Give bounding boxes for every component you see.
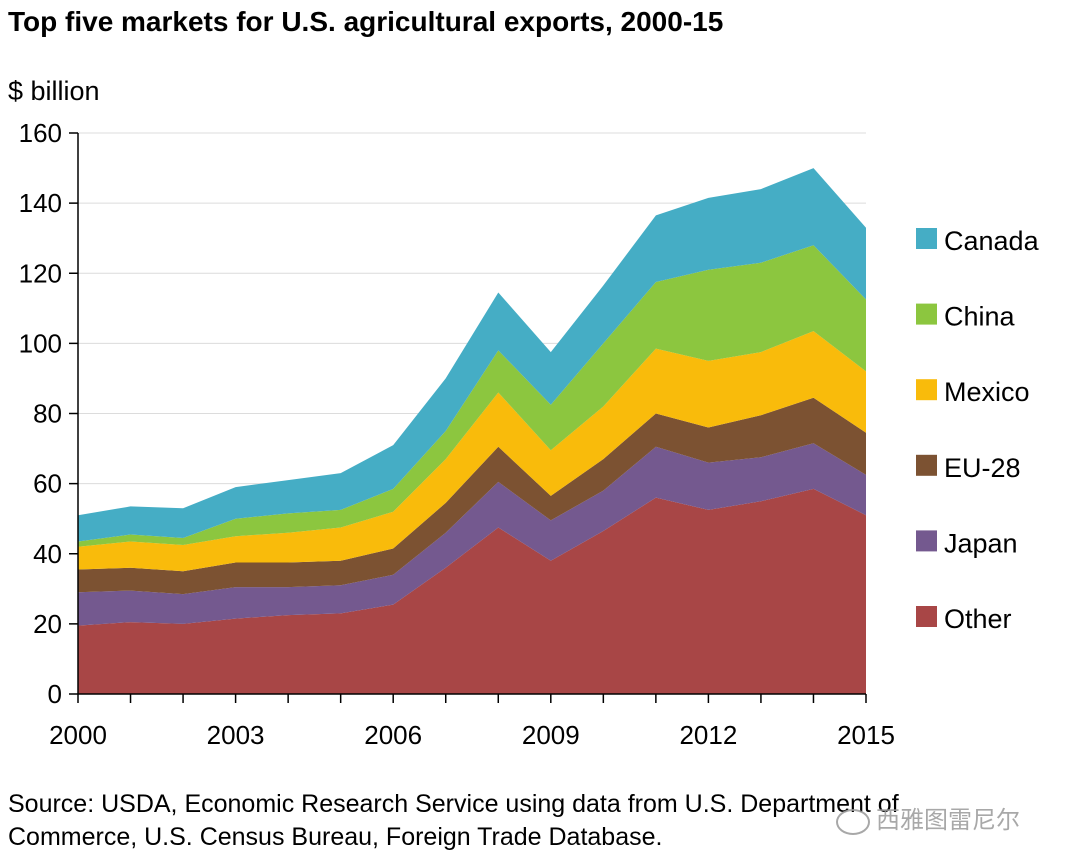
x-tick-label-2006: 2006	[364, 720, 422, 750]
legend-swatch-eu-28	[916, 454, 937, 476]
area-other	[78, 488, 866, 694]
legend-label-mexico: Mexico	[944, 377, 1030, 407]
legend-label-japan: Japan	[944, 528, 1018, 558]
x-tick-label-2003: 2003	[207, 720, 265, 750]
area-china	[78, 245, 866, 547]
area-japan	[78, 443, 866, 626]
y-tick-label-80: 80	[33, 399, 62, 429]
legend-swatch-other	[916, 606, 937, 627]
x-tick-label-2015: 2015	[837, 720, 895, 750]
legend-swatch-japan	[916, 530, 937, 552]
chart-title: Top five markets for U.S. agricultural e…	[8, 6, 724, 37]
source-line-2: Commerce, U.S. Census Bureau, Foreign Tr…	[8, 823, 663, 851]
legend-swatch-mexico	[916, 379, 937, 401]
y-tick-label-120: 120	[19, 258, 62, 288]
stacked-area-chart: 0 20 40 60 80 100 120 140 160 2000 2003 2006 2009 201…	[19, 118, 1040, 750]
axes: 0 20 40 60 80 100 120 140 160 2000 2003 2006 2009 201…	[19, 118, 895, 750]
y-tick-label-60: 60	[33, 469, 62, 499]
source-line-1: Source: USDA, Economic Research Service …	[8, 790, 899, 818]
source-note: Source: USDA, Economic Research Service …	[8, 788, 899, 854]
legend-swatch-china	[916, 303, 937, 325]
legend-label-canada: Canada	[944, 226, 1040, 256]
legend: Canada China Mexico EU-28 Japan Other	[916, 226, 1040, 634]
y-axis-label: $ billion	[8, 76, 100, 106]
area-eu-28	[78, 397, 866, 595]
area-series	[78, 168, 866, 694]
watermark-text: 西雅图雷尼尔	[876, 807, 1020, 834]
legend-label-eu-28: EU-28	[944, 453, 1021, 483]
x-tick-label-2009: 2009	[522, 720, 580, 750]
legend-label-china: China	[944, 302, 1016, 332]
x-tick-label-2012: 2012	[679, 720, 737, 750]
area-mexico	[78, 331, 866, 572]
y-tick-label-140: 140	[19, 188, 62, 218]
y-tick-label-160: 160	[19, 118, 62, 148]
legend-swatch-canada	[916, 228, 937, 249]
y-tick-label-100: 100	[19, 328, 62, 358]
y-tick-label-20: 20	[33, 609, 62, 639]
y-tick-label-40: 40	[33, 539, 62, 569]
y-tick-label-0: 0	[48, 679, 62, 709]
watermark: 西雅图雷尼尔	[836, 800, 1020, 835]
x-tick-label-2000: 2000	[49, 720, 107, 750]
wechat-icon	[836, 808, 870, 835]
area-canada	[78, 168, 866, 542]
legend-label-other: Other	[944, 604, 1012, 634]
